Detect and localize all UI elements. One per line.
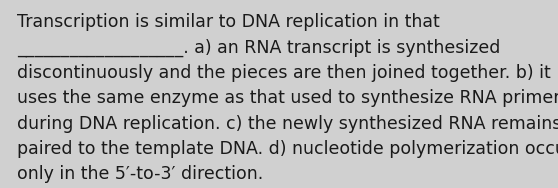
Text: during DNA replication. c) the newly synthesized RNA remains: during DNA replication. c) the newly syn… bbox=[17, 115, 558, 133]
Text: uses the same enzyme as that used to synthesize RNA primers: uses the same enzyme as that used to syn… bbox=[17, 89, 558, 107]
Text: Transcription is similar to DNA replication in that: Transcription is similar to DNA replicat… bbox=[17, 13, 440, 31]
Text: only in the 5′-to-3′ direction.: only in the 5′-to-3′ direction. bbox=[17, 165, 263, 183]
Text: discontinuously and the pieces are then joined together. b) it: discontinuously and the pieces are then … bbox=[17, 64, 551, 82]
Text: paired to the template DNA. d) nucleotide polymerization occurs: paired to the template DNA. d) nucleotid… bbox=[17, 140, 558, 158]
Text: ___________________. a) an RNA transcript is synthesized: ___________________. a) an RNA transcrip… bbox=[17, 39, 500, 57]
